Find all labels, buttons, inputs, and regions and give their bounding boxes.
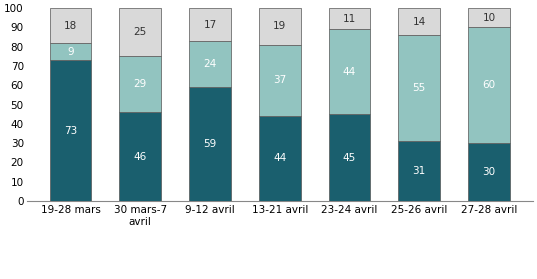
Bar (398, 141, 440, 201)
Bar (468, 27, 510, 143)
Text: 29: 29 (134, 79, 147, 89)
Bar (398, 35, 440, 141)
Bar (468, 8, 510, 27)
Text: 30: 30 (482, 167, 496, 177)
Bar (49, 8, 91, 43)
Text: 9: 9 (67, 47, 74, 57)
Text: 55: 55 (412, 83, 426, 93)
Bar (259, 116, 301, 201)
Bar (468, 143, 510, 201)
Bar (49, 43, 91, 60)
Bar (189, 8, 231, 41)
Text: 73: 73 (64, 126, 77, 136)
Bar (398, 8, 440, 35)
Bar (119, 56, 161, 112)
Bar (189, 41, 231, 87)
Text: 17: 17 (204, 20, 216, 30)
Text: 59: 59 (204, 139, 216, 149)
Text: 31: 31 (412, 166, 426, 176)
Legend: Oui, Non, Ne sait pas: Oui, Non, Ne sait pas (200, 278, 359, 279)
Text: 19: 19 (273, 21, 286, 32)
Bar (329, 114, 371, 201)
Text: 25: 25 (134, 27, 147, 37)
Text: 37: 37 (273, 75, 286, 85)
Text: 60: 60 (482, 80, 496, 90)
Bar (119, 8, 161, 56)
Bar (189, 87, 231, 201)
Text: 44: 44 (343, 67, 356, 77)
Bar (329, 8, 371, 29)
Bar (329, 29, 371, 114)
Text: 24: 24 (204, 59, 216, 69)
Bar (259, 8, 301, 45)
Text: 10: 10 (482, 13, 496, 23)
Text: 46: 46 (134, 151, 147, 162)
Bar (49, 60, 91, 201)
Text: 14: 14 (412, 17, 426, 27)
Text: 45: 45 (343, 153, 356, 163)
Text: 18: 18 (64, 21, 77, 30)
Text: 44: 44 (273, 153, 286, 163)
Text: 11: 11 (343, 14, 356, 24)
Bar (259, 45, 301, 116)
Bar (119, 112, 161, 201)
